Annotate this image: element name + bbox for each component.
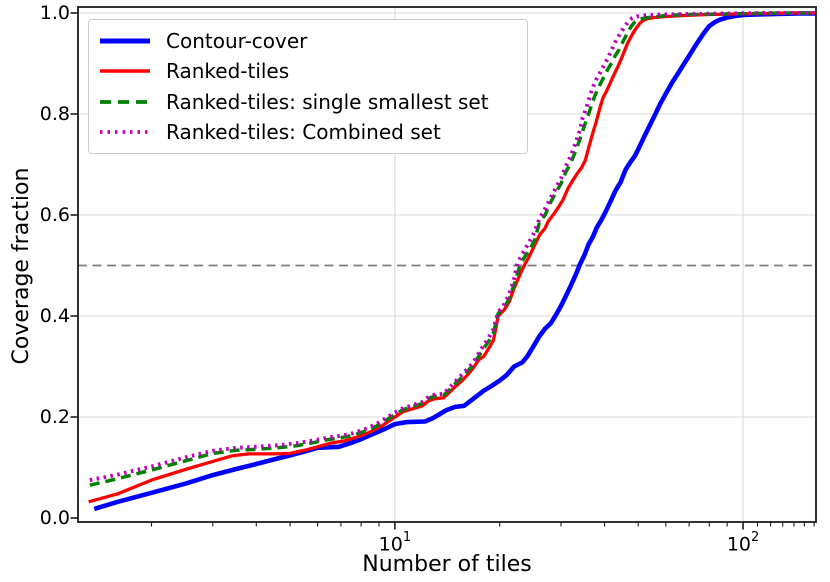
y-tick-label: 0.8 (39, 103, 70, 125)
y-tick-label: 0.2 (39, 406, 70, 428)
curve-ranked-tiles (88, 11, 816, 504)
legend-item-label: Contour-cover (166, 29, 308, 54)
legend-item: Ranked-tiles: single smallest set (99, 90, 523, 114)
legend-line-sample (100, 129, 150, 134)
legend-item-label: Ranked-tiles (166, 59, 290, 84)
legend-item-label: Ranked-tiles: Combined set (166, 119, 441, 144)
y-tick-label: 1.0 (39, 2, 70, 24)
legend-line-sample (100, 38, 150, 44)
legend-item-label: Ranked-tiles: single smallest set (166, 89, 489, 114)
y-axis-title: Coverage fraction (9, 167, 34, 365)
series-curves (88, 11, 816, 512)
curve-ranked-tiles-single-smallest-set (89, 11, 816, 487)
y-tick-label: 0.0 (39, 507, 70, 529)
legend-item: Contour-cover (99, 29, 523, 53)
x-axis-title: Number of tiles (362, 552, 532, 577)
tick-marks (70, 12, 815, 530)
x-tick-label: 101 (378, 530, 412, 556)
legend-line-sample (100, 69, 150, 74)
curve-contour-cover (93, 11, 816, 512)
y-tick-label: 0.4 (39, 305, 70, 327)
legend-item: Ranked-tiles (99, 59, 523, 83)
y-tick-label: 0.6 (39, 204, 70, 226)
legend: Contour-cover Ranked-tiles Ranked-tiles:… (88, 19, 528, 154)
legend-item: Ranked-tiles: Combined set (99, 120, 523, 144)
x-tick-label: 102 (726, 530, 760, 556)
legend-line-sample (100, 99, 150, 104)
plot-border (77, 6, 817, 523)
